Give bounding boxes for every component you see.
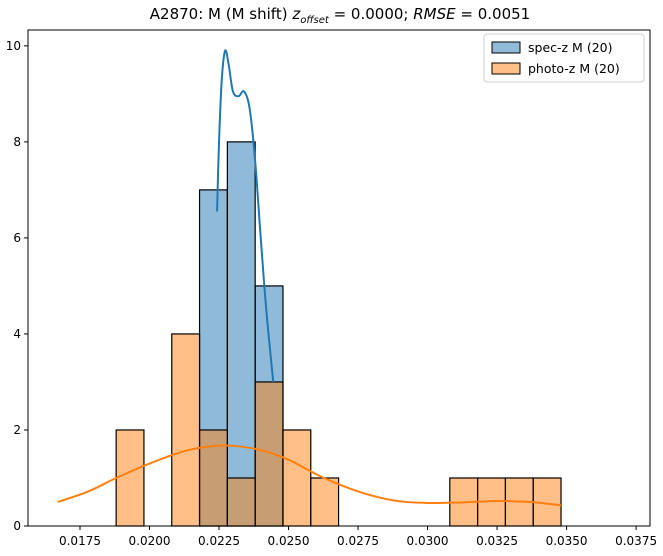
chart-title: A2870: M (M shift) zoffset = 0.0000; RMS…	[150, 5, 530, 26]
legend-label: photo-z M (20)	[528, 61, 620, 76]
y-tick-label: 6	[13, 231, 21, 245]
y-tick-label: 2	[13, 423, 21, 437]
x-tick-label: 0.0300	[407, 534, 449, 548]
legend: spec-z M (20) photo-z M (20)	[483, 33, 645, 83]
histogram-bar	[310, 477, 340, 527]
y-tick-label: 0	[13, 519, 21, 533]
kde-line-spec-z	[216, 49, 275, 383]
histogram-bar	[198, 429, 228, 527]
plot-frame	[27, 29, 651, 527]
histogram-bar	[254, 381, 284, 527]
x-tick-label: 0.0250	[268, 534, 310, 548]
legend-label: spec-z M (20)	[528, 40, 612, 55]
x-tick-label: 0.0225	[198, 534, 240, 548]
kde-line-photo-z	[57, 444, 562, 507]
histogram-bar	[282, 429, 312, 527]
histogram-bar	[226, 141, 256, 527]
x-tick-label: 0.0175	[59, 534, 101, 548]
y-tick-label: 4	[13, 327, 21, 341]
y-tick-label: 10	[6, 39, 21, 53]
x-tick-label: 0.0375	[615, 534, 657, 548]
legend-box	[483, 33, 645, 83]
legend-swatch	[491, 62, 521, 75]
x-tick-label: 0.0275	[337, 534, 379, 548]
legend-swatch	[491, 41, 521, 54]
x-tick-label: 0.0325	[476, 534, 518, 548]
y-tick-label: 8	[13, 135, 21, 149]
histogram-bar	[115, 429, 145, 527]
histogram-bar	[171, 333, 201, 527]
x-tick-label: 0.0350	[546, 534, 588, 548]
x-tick-label: 0.0200	[129, 534, 171, 548]
histogram-bar	[226, 477, 256, 527]
